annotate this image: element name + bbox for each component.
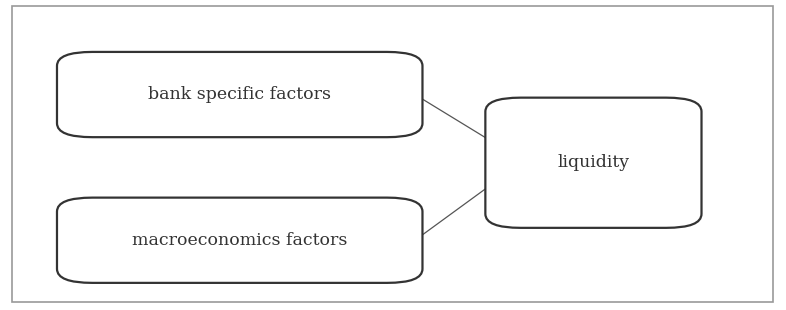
FancyBboxPatch shape xyxy=(57,198,423,283)
FancyBboxPatch shape xyxy=(57,52,423,137)
Text: bank specific factors: bank specific factors xyxy=(149,86,331,103)
Text: liquidity: liquidity xyxy=(557,154,630,171)
Text: macroeconomics factors: macroeconomics factors xyxy=(132,232,347,249)
FancyBboxPatch shape xyxy=(486,98,702,228)
